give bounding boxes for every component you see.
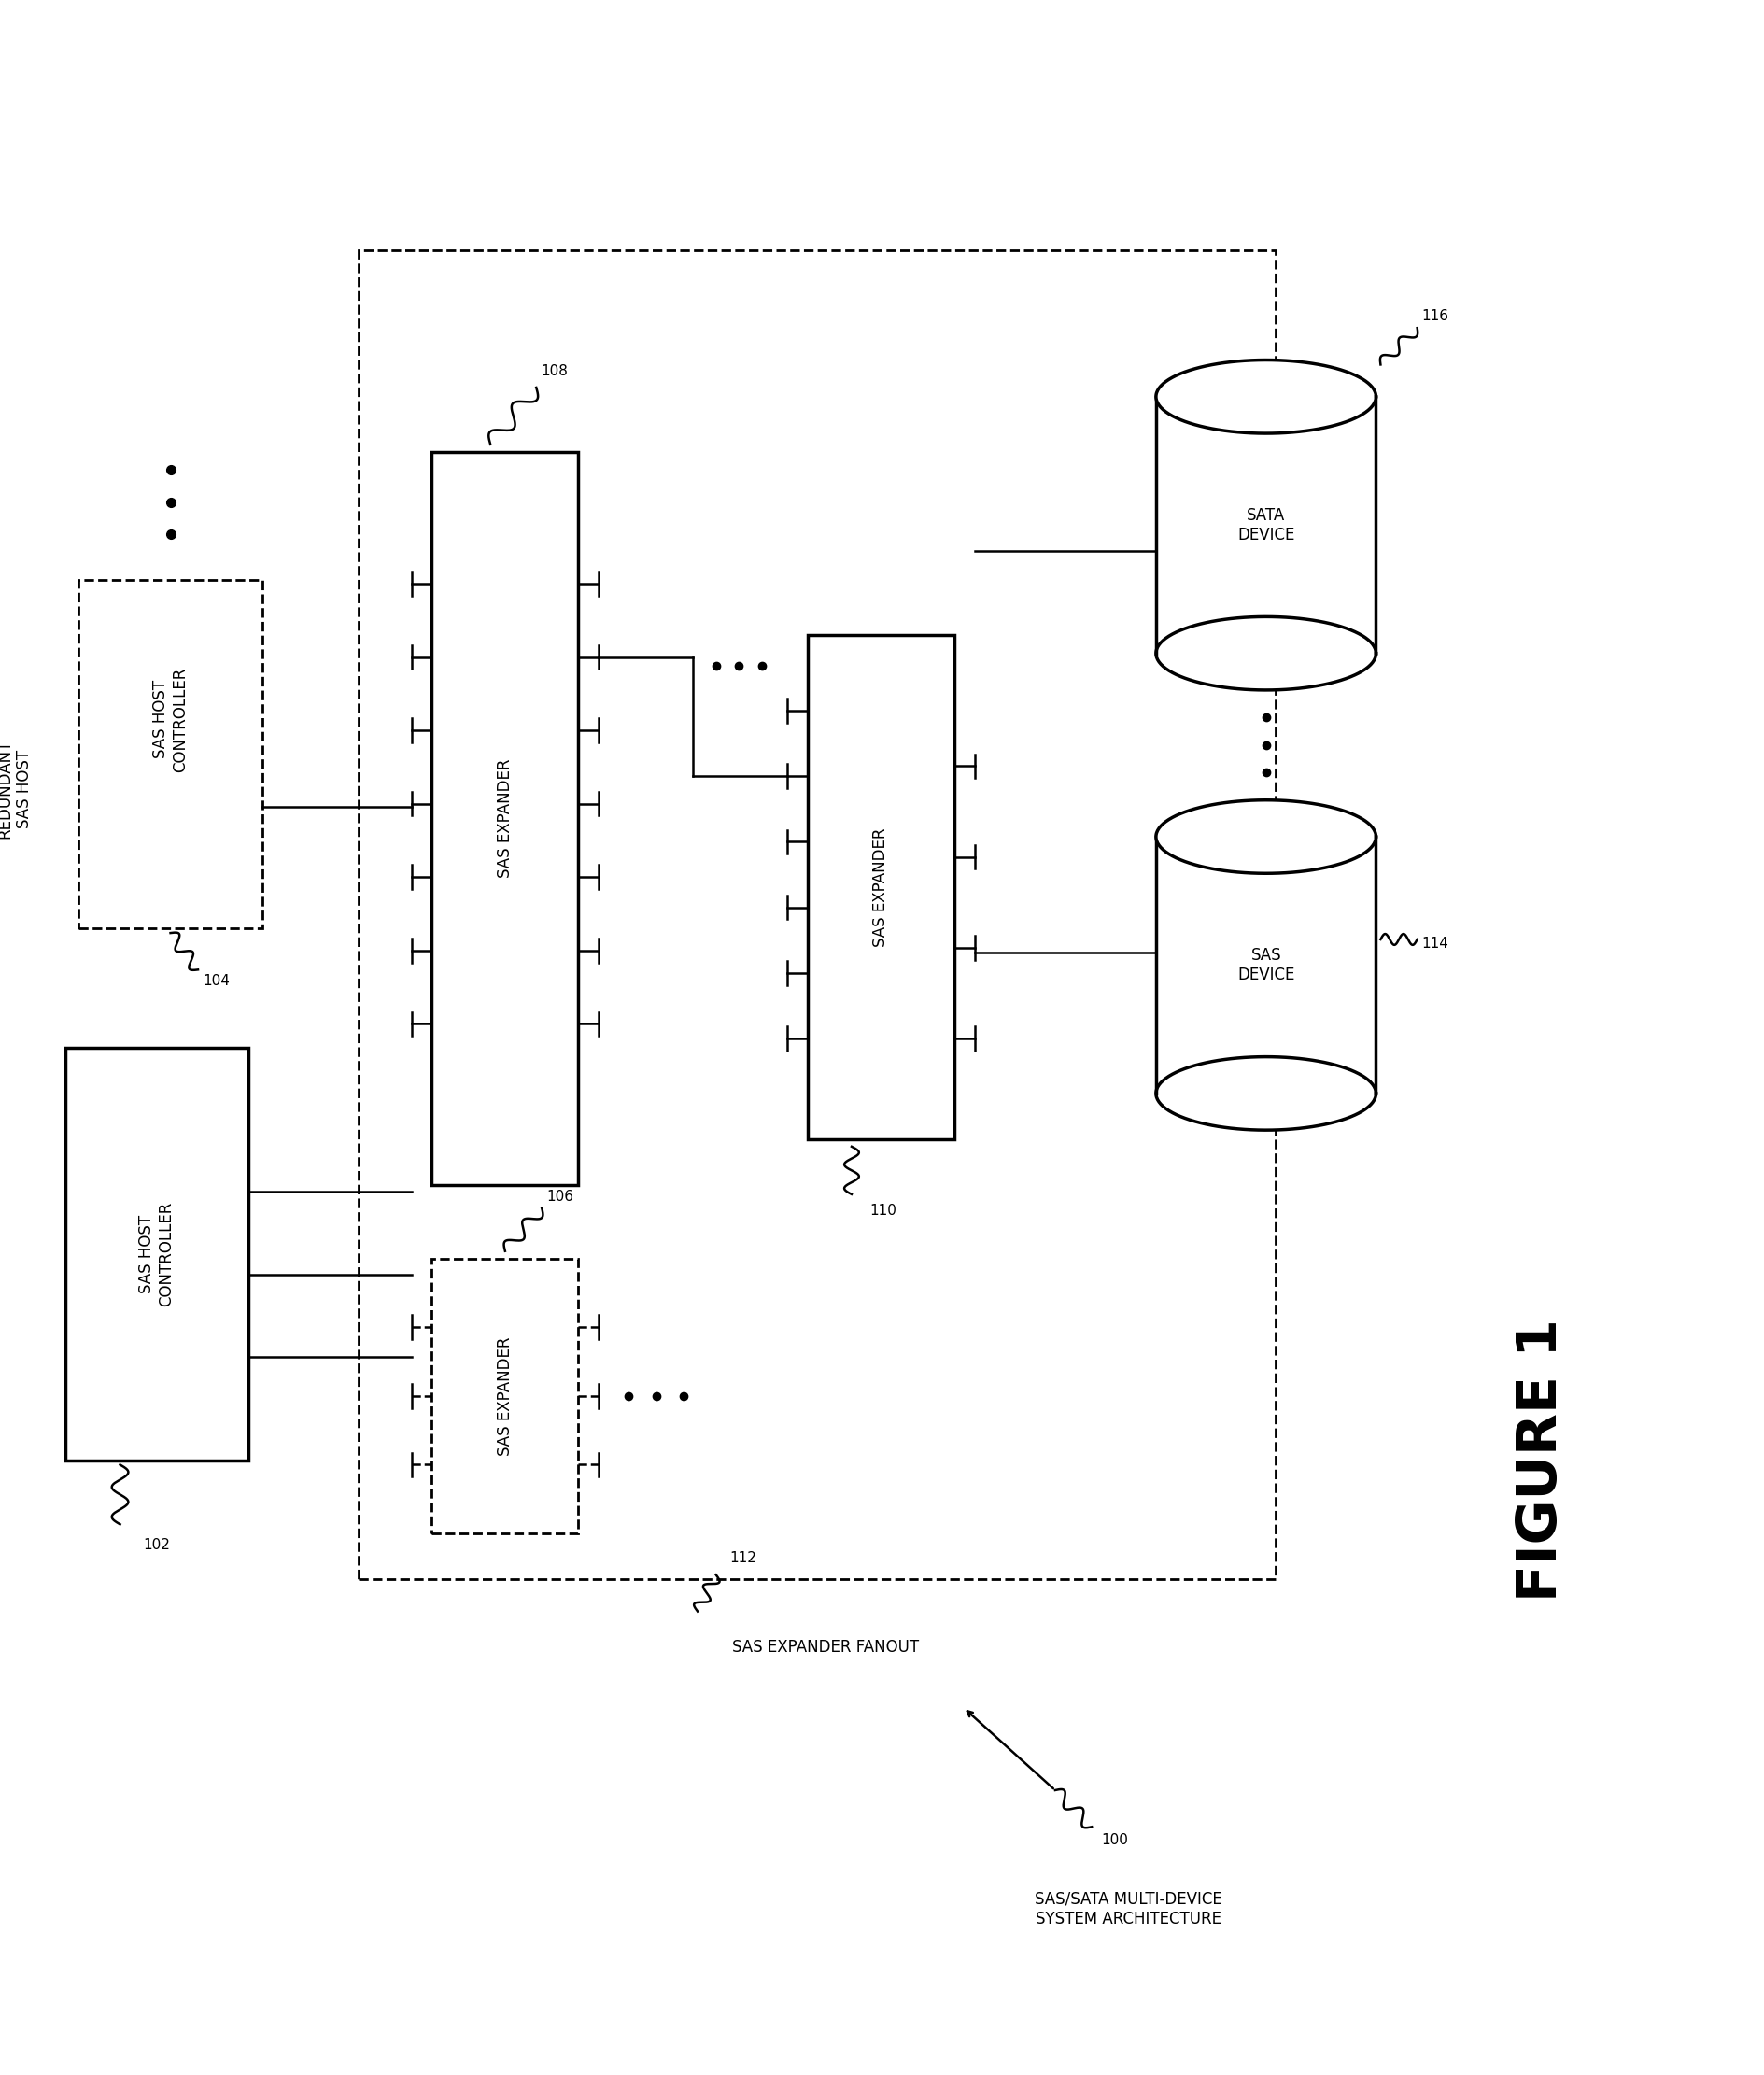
- Text: 114: 114: [1422, 938, 1448, 950]
- Polygon shape: [1155, 1056, 1376, 1131]
- Text: SAS EXPANDER: SAS EXPANDER: [497, 1336, 513, 1455]
- Polygon shape: [1155, 616, 1376, 691]
- Text: 100: 100: [1101, 1834, 1127, 1847]
- Bar: [1155, 396, 1376, 654]
- Text: SAS HOST
CONTROLLER: SAS HOST CONTROLLER: [152, 666, 189, 772]
- Bar: [432, 452, 579, 1185]
- Text: SAS EXPANDER: SAS EXPANDER: [873, 828, 889, 946]
- Text: SAS
DEVICE: SAS DEVICE: [1237, 946, 1295, 984]
- Text: 112: 112: [730, 1552, 757, 1565]
- Text: SAS/SATA MULTI-DEVICE
SYSTEM ARCHITECTURE: SAS/SATA MULTI-DEVICE SYSTEM ARCHITECTUR…: [1035, 1890, 1222, 1928]
- Text: 108: 108: [542, 365, 568, 378]
- Text: SATA
DEVICE: SATA DEVICE: [1237, 506, 1295, 544]
- Text: 102: 102: [143, 1538, 169, 1552]
- Text: 104: 104: [203, 975, 229, 988]
- Text: SAS HOST
CONTROLLER: SAS HOST CONTROLLER: [139, 1201, 175, 1307]
- Text: SAS EXPANDER FANOUT: SAS EXPANDER FANOUT: [732, 1639, 919, 1656]
- Text: 116: 116: [1422, 309, 1448, 324]
- Text: REDUNDANT
SAS HOST: REDUNDANT SAS HOST: [0, 739, 34, 838]
- Text: 106: 106: [547, 1189, 573, 1204]
- Bar: [65, 1048, 249, 1461]
- Text: 110: 110: [870, 1204, 896, 1218]
- Bar: [808, 635, 954, 1139]
- Text: SAS EXPANDER: SAS EXPANDER: [497, 759, 513, 878]
- Bar: [1155, 836, 1376, 1094]
- Text: FIGURE 1: FIGURE 1: [1514, 1320, 1568, 1602]
- Polygon shape: [1155, 801, 1376, 874]
- Bar: [79, 581, 263, 928]
- Bar: [358, 249, 1275, 1579]
- Polygon shape: [1155, 361, 1376, 434]
- Bar: [432, 1257, 579, 1533]
